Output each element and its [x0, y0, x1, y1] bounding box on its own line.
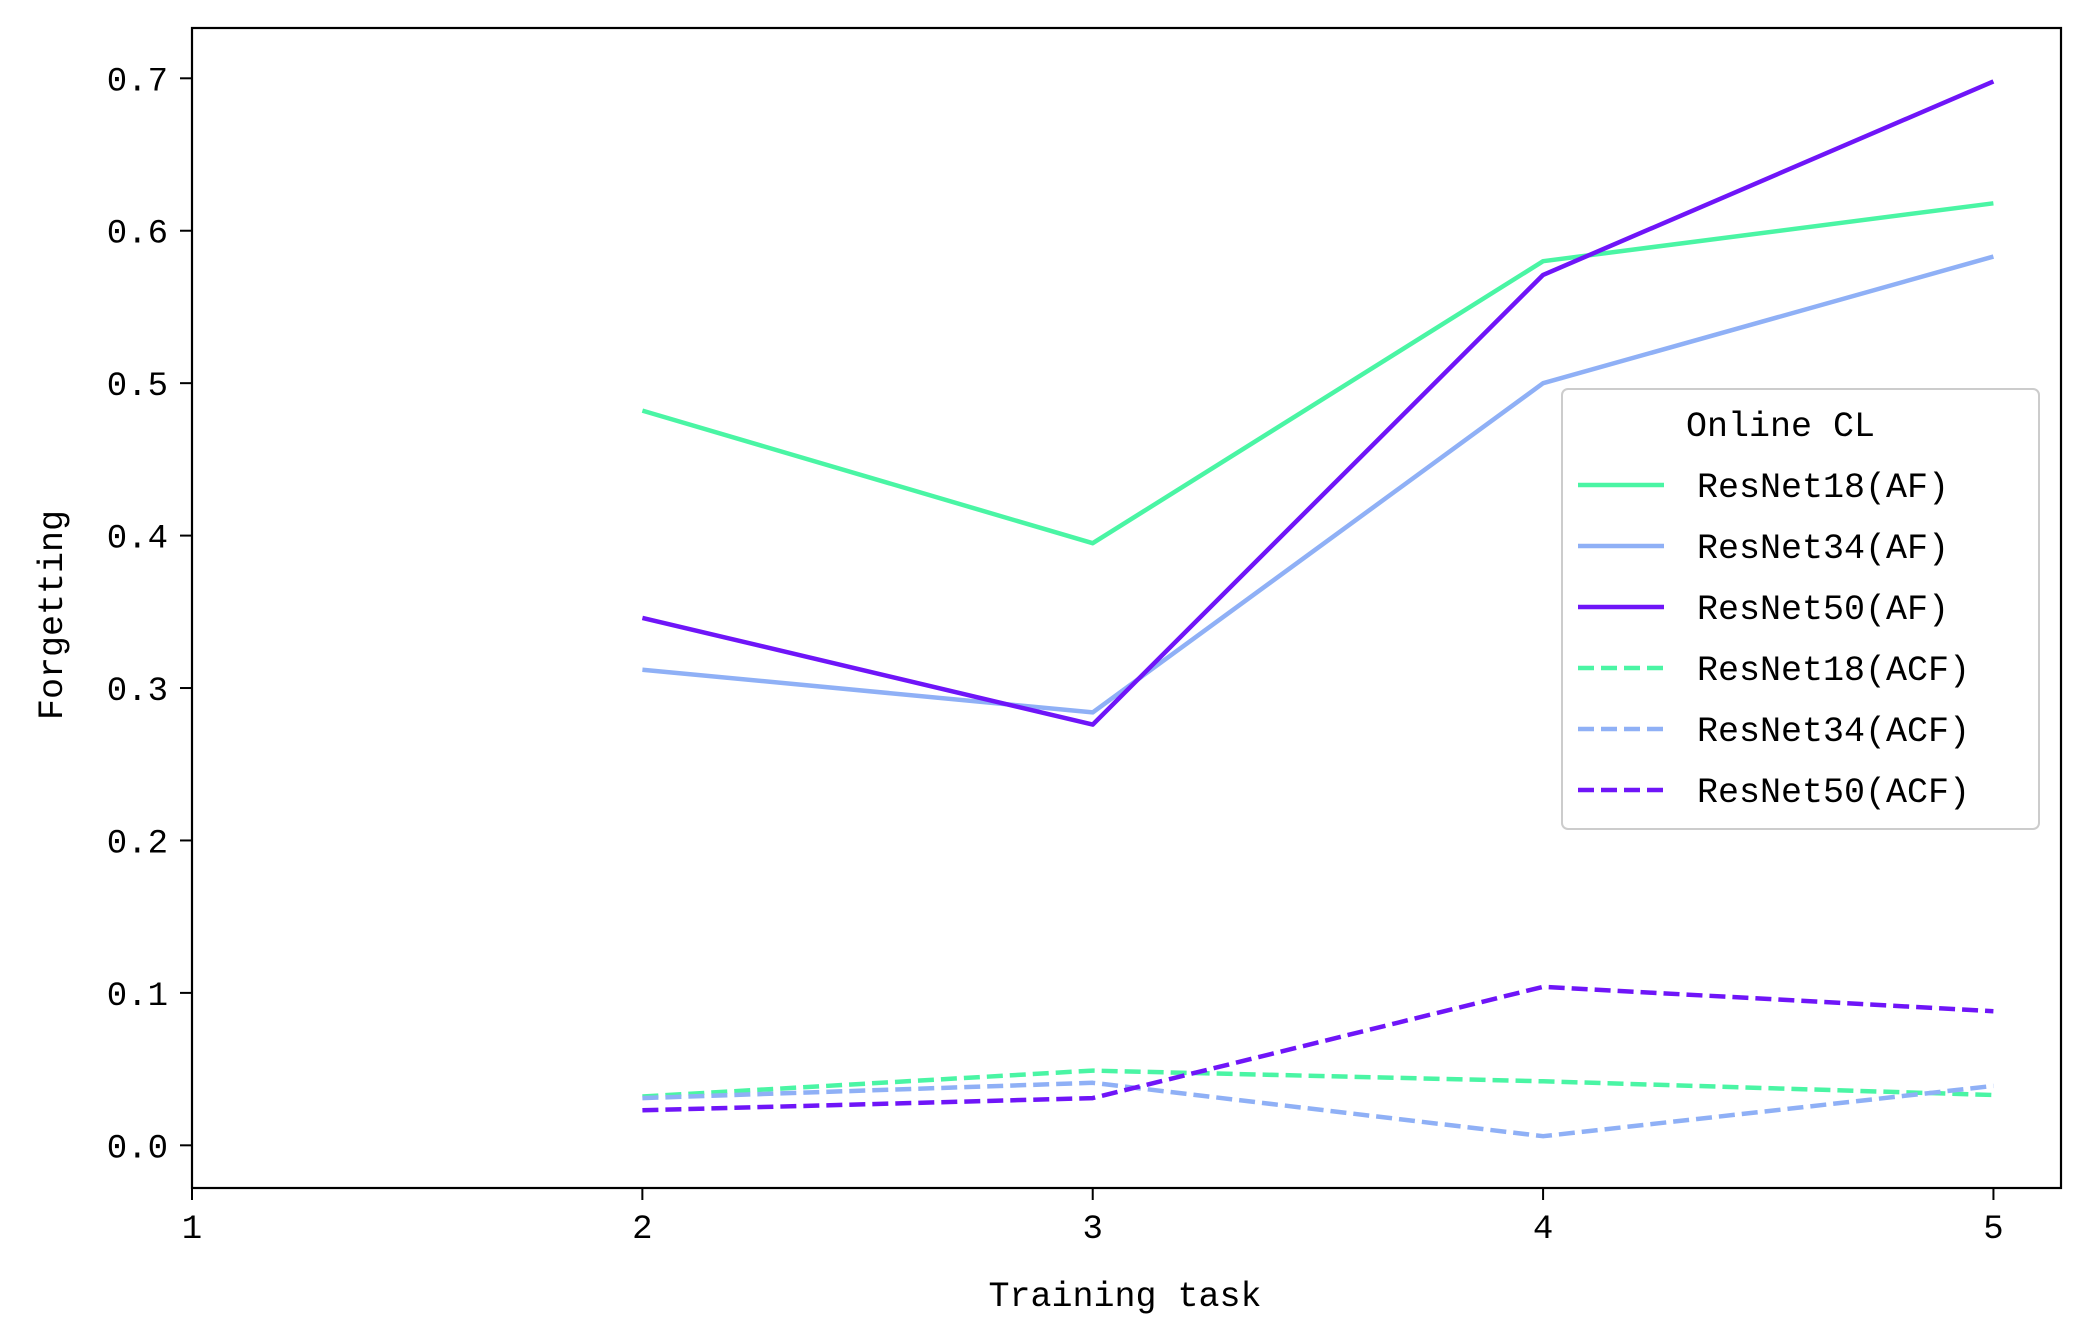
x-tick-label: 4 — [1533, 1211, 1553, 1249]
legend-entry-label: ResNet34(ACF) — [1697, 712, 1970, 752]
legend-box — [1561, 388, 2040, 830]
plot-frame — [190, 26, 2063, 1190]
legend-title: Online CL — [1686, 407, 1875, 447]
x-tick-label: 5 — [1983, 1211, 2003, 1249]
y-tick-label: 0.4 — [107, 521, 168, 559]
legend: Online CL ResNet18(AF) ResNet34(AF) ResNet5… — [1561, 388, 2040, 830]
legend-entry-label: ResNet18(ACF) — [1697, 651, 1970, 691]
legend-entry-label: ResNet50(AF) — [1697, 590, 1949, 630]
x-tick-label: 3 — [1083, 1211, 1103, 1249]
series-line-resnet50-acf — [642, 984, 1994, 1113]
y-tick-label: 0.1 — [107, 978, 168, 1016]
series-line-resnet18-af — [641, 201, 1994, 546]
y-axis-label: Forgetting — [33, 510, 73, 720]
series-line-resnet34-af — [642, 254, 1995, 715]
series-line-resnet34-acf — [642, 1080, 1994, 1139]
x-tick-label: 2 — [632, 1211, 652, 1249]
y-tick-label: 0.7 — [107, 63, 168, 101]
legend-entry-label: ResNet50(ACF) — [1697, 773, 1970, 813]
series-line-resnet18-acf — [642, 1068, 1994, 1099]
legend-entry-label: ResNet18(AF) — [1697, 468, 1949, 508]
y-tick-label: 0.2 — [107, 825, 168, 863]
x-axis-label: Training task — [988, 1277, 1261, 1317]
legend-entry-label: ResNet34(AF) — [1697, 529, 1949, 569]
axes: 1 2 3 4 5 0.0 0.1 0.2 0.3 0.4 0.5 0.6 0.7 — [107, 26, 2063, 1249]
y-tick-label: 0.6 — [107, 216, 168, 254]
y-tick-label: 0.5 — [107, 368, 168, 406]
x-tick-label: 1 — [182, 1211, 202, 1249]
series-layer — [641, 79, 1995, 1139]
y-tick-label: 0.3 — [107, 673, 168, 711]
y-tick-label: 0.0 — [107, 1130, 168, 1168]
series-line-resnet50-af — [641, 79, 1995, 727]
